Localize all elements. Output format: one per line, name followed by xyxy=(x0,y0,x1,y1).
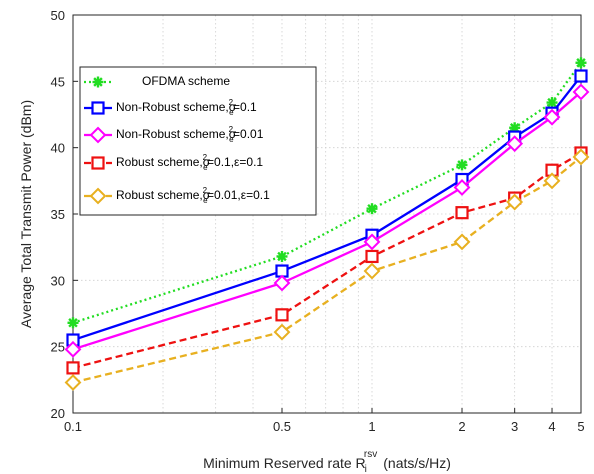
data-point xyxy=(575,57,587,69)
marker-stroke xyxy=(547,97,557,108)
x-axis-label-sub: i xyxy=(365,464,367,474)
series-3 xyxy=(64,83,590,358)
legend-samples xyxy=(84,76,112,205)
data-point xyxy=(276,250,288,262)
legend-entry-4: Robust scheme,σe2=0.1,ε=0.1 xyxy=(116,153,263,172)
x-tick-label: 0.5 xyxy=(273,419,291,434)
data-point xyxy=(273,323,291,341)
data-series xyxy=(64,57,590,391)
marker-stroke xyxy=(576,58,586,68)
legend-entry-5: Robust scheme,σe2=0.01,ε=0.1 xyxy=(116,186,270,205)
x-tick-label: 0.1 xyxy=(64,419,82,434)
legend-entry-2: Non-Robust scheme,σe2=0.1 xyxy=(116,98,257,117)
data-point xyxy=(574,69,588,83)
marker-stroke xyxy=(277,251,287,262)
data-point xyxy=(456,159,468,171)
marker-stroke xyxy=(367,203,377,214)
legend-entry-3: Non-Robust scheme,σe2=0.01 xyxy=(116,125,264,144)
x-axis-label-sup: rsv xyxy=(364,449,377,460)
data-point xyxy=(543,172,561,190)
data-point xyxy=(455,206,469,220)
series-1 xyxy=(67,57,587,329)
y-tick-label: 45 xyxy=(51,74,65,89)
y-tick-label: 30 xyxy=(51,273,65,288)
y-tick-label: 35 xyxy=(51,207,65,222)
data-point xyxy=(366,203,378,215)
data-point xyxy=(572,148,590,166)
data-point xyxy=(365,249,379,264)
data-point xyxy=(453,179,471,196)
data-point xyxy=(273,274,291,292)
x-tick-label: 5 xyxy=(577,419,584,434)
x-tick-label: 3 xyxy=(511,419,518,434)
y-axis-label: Average Total Transmit Power (dBm) xyxy=(18,100,34,328)
x-tick-label: 1 xyxy=(368,419,375,434)
legend-box xyxy=(79,66,317,216)
data-point xyxy=(506,135,524,153)
data-point xyxy=(546,97,558,109)
x-tick-label: 2 xyxy=(458,419,465,434)
y-tick-label: 20 xyxy=(51,406,65,421)
legend-entry-1: OFDMA scheme xyxy=(142,74,230,88)
series-5 xyxy=(64,148,590,391)
data-point xyxy=(572,83,590,101)
y-tick-label: 25 xyxy=(51,340,65,355)
data-point xyxy=(64,340,82,358)
y-tick-label: 50 xyxy=(51,8,65,23)
data-point xyxy=(506,193,524,211)
marker-stroke xyxy=(93,77,103,87)
data-point xyxy=(509,122,521,134)
legend-marker-sample xyxy=(92,76,104,88)
legend-marker-sample xyxy=(91,101,105,115)
x-axis-label-suffix: (nats/s/Hz) xyxy=(383,455,451,471)
legend-marker-sample xyxy=(89,126,107,144)
data-point xyxy=(64,374,82,391)
data-point xyxy=(543,108,561,126)
marker-stroke xyxy=(68,318,78,328)
marker-stroke xyxy=(509,123,520,133)
marker-stroke xyxy=(457,160,467,170)
data-point xyxy=(453,233,471,251)
data-point xyxy=(66,361,80,375)
x-axis-label: Minimum Reserved rate Ri rsv (nats/s/Hz) xyxy=(203,449,451,474)
legend-marker-sample xyxy=(89,187,107,205)
data-point xyxy=(275,308,289,322)
data-point xyxy=(363,262,381,280)
x-tick-label: 4 xyxy=(548,419,555,434)
x-axis-label-main: Minimum Reserved rate R xyxy=(203,455,366,471)
data-point xyxy=(363,233,381,251)
data-point xyxy=(67,317,79,329)
legend-marker-sample xyxy=(91,156,105,170)
legend: OFDMA scheme Non-Robust scheme,σe2=0.1 N… xyxy=(79,66,317,216)
y-tick-label: 40 xyxy=(51,141,65,156)
